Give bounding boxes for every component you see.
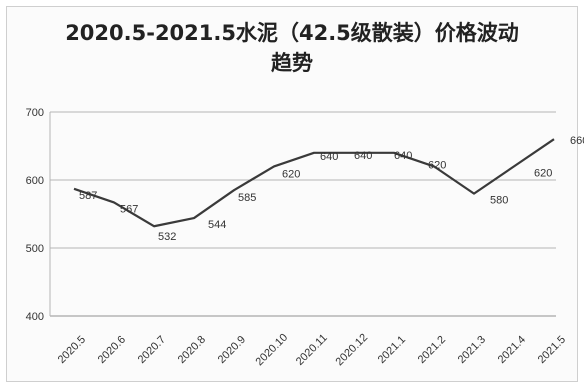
- y-tick-label: 700: [26, 107, 44, 119]
- chart-title: 2020.5-2021.5水泥（42.5级散装）价格波动 趋势: [65, 21, 519, 75]
- y-tick-label: 400: [26, 311, 44, 323]
- data-label: 580: [490, 195, 508, 207]
- x-tick-label: 2020.9: [216, 334, 248, 366]
- x-tick-label: 2020.6: [96, 334, 128, 366]
- data-label: 620: [534, 167, 552, 179]
- x-tick-label: 2021.4: [496, 334, 528, 366]
- x-tick-label: 2020.10: [254, 332, 291, 369]
- data-label: 532: [158, 231, 176, 243]
- data-label: 620: [282, 168, 300, 180]
- x-tick-label: 2020.11: [294, 332, 330, 368]
- data-label: 620: [428, 159, 446, 171]
- x-tick-label: 2021.2: [416, 334, 448, 366]
- data-label: 640: [354, 150, 372, 162]
- data-label: 640: [320, 151, 338, 163]
- x-tick-label: 2020.5: [56, 334, 88, 366]
- data-label: 585: [238, 192, 256, 204]
- data-label: 587: [79, 190, 97, 202]
- data-label: 567: [120, 203, 138, 215]
- x-tick-label: 2020.7: [136, 334, 168, 366]
- y-tick-label: 600: [26, 175, 44, 187]
- chart-frame: [6, 6, 578, 382]
- data-label: 660: [570, 135, 584, 147]
- x-tick-label: 2021.3: [456, 334, 488, 366]
- x-tick-label: 2020.12: [334, 332, 371, 369]
- data-label: 640: [394, 150, 412, 162]
- y-tick-label: 500: [26, 243, 44, 255]
- x-tick-label: 2020.8: [176, 334, 208, 366]
- x-tick-label: 2021.1: [376, 334, 408, 366]
- x-tick-label: 2021.5: [536, 334, 568, 366]
- series-line: [73, 138, 555, 228]
- data-label: 544: [208, 219, 226, 231]
